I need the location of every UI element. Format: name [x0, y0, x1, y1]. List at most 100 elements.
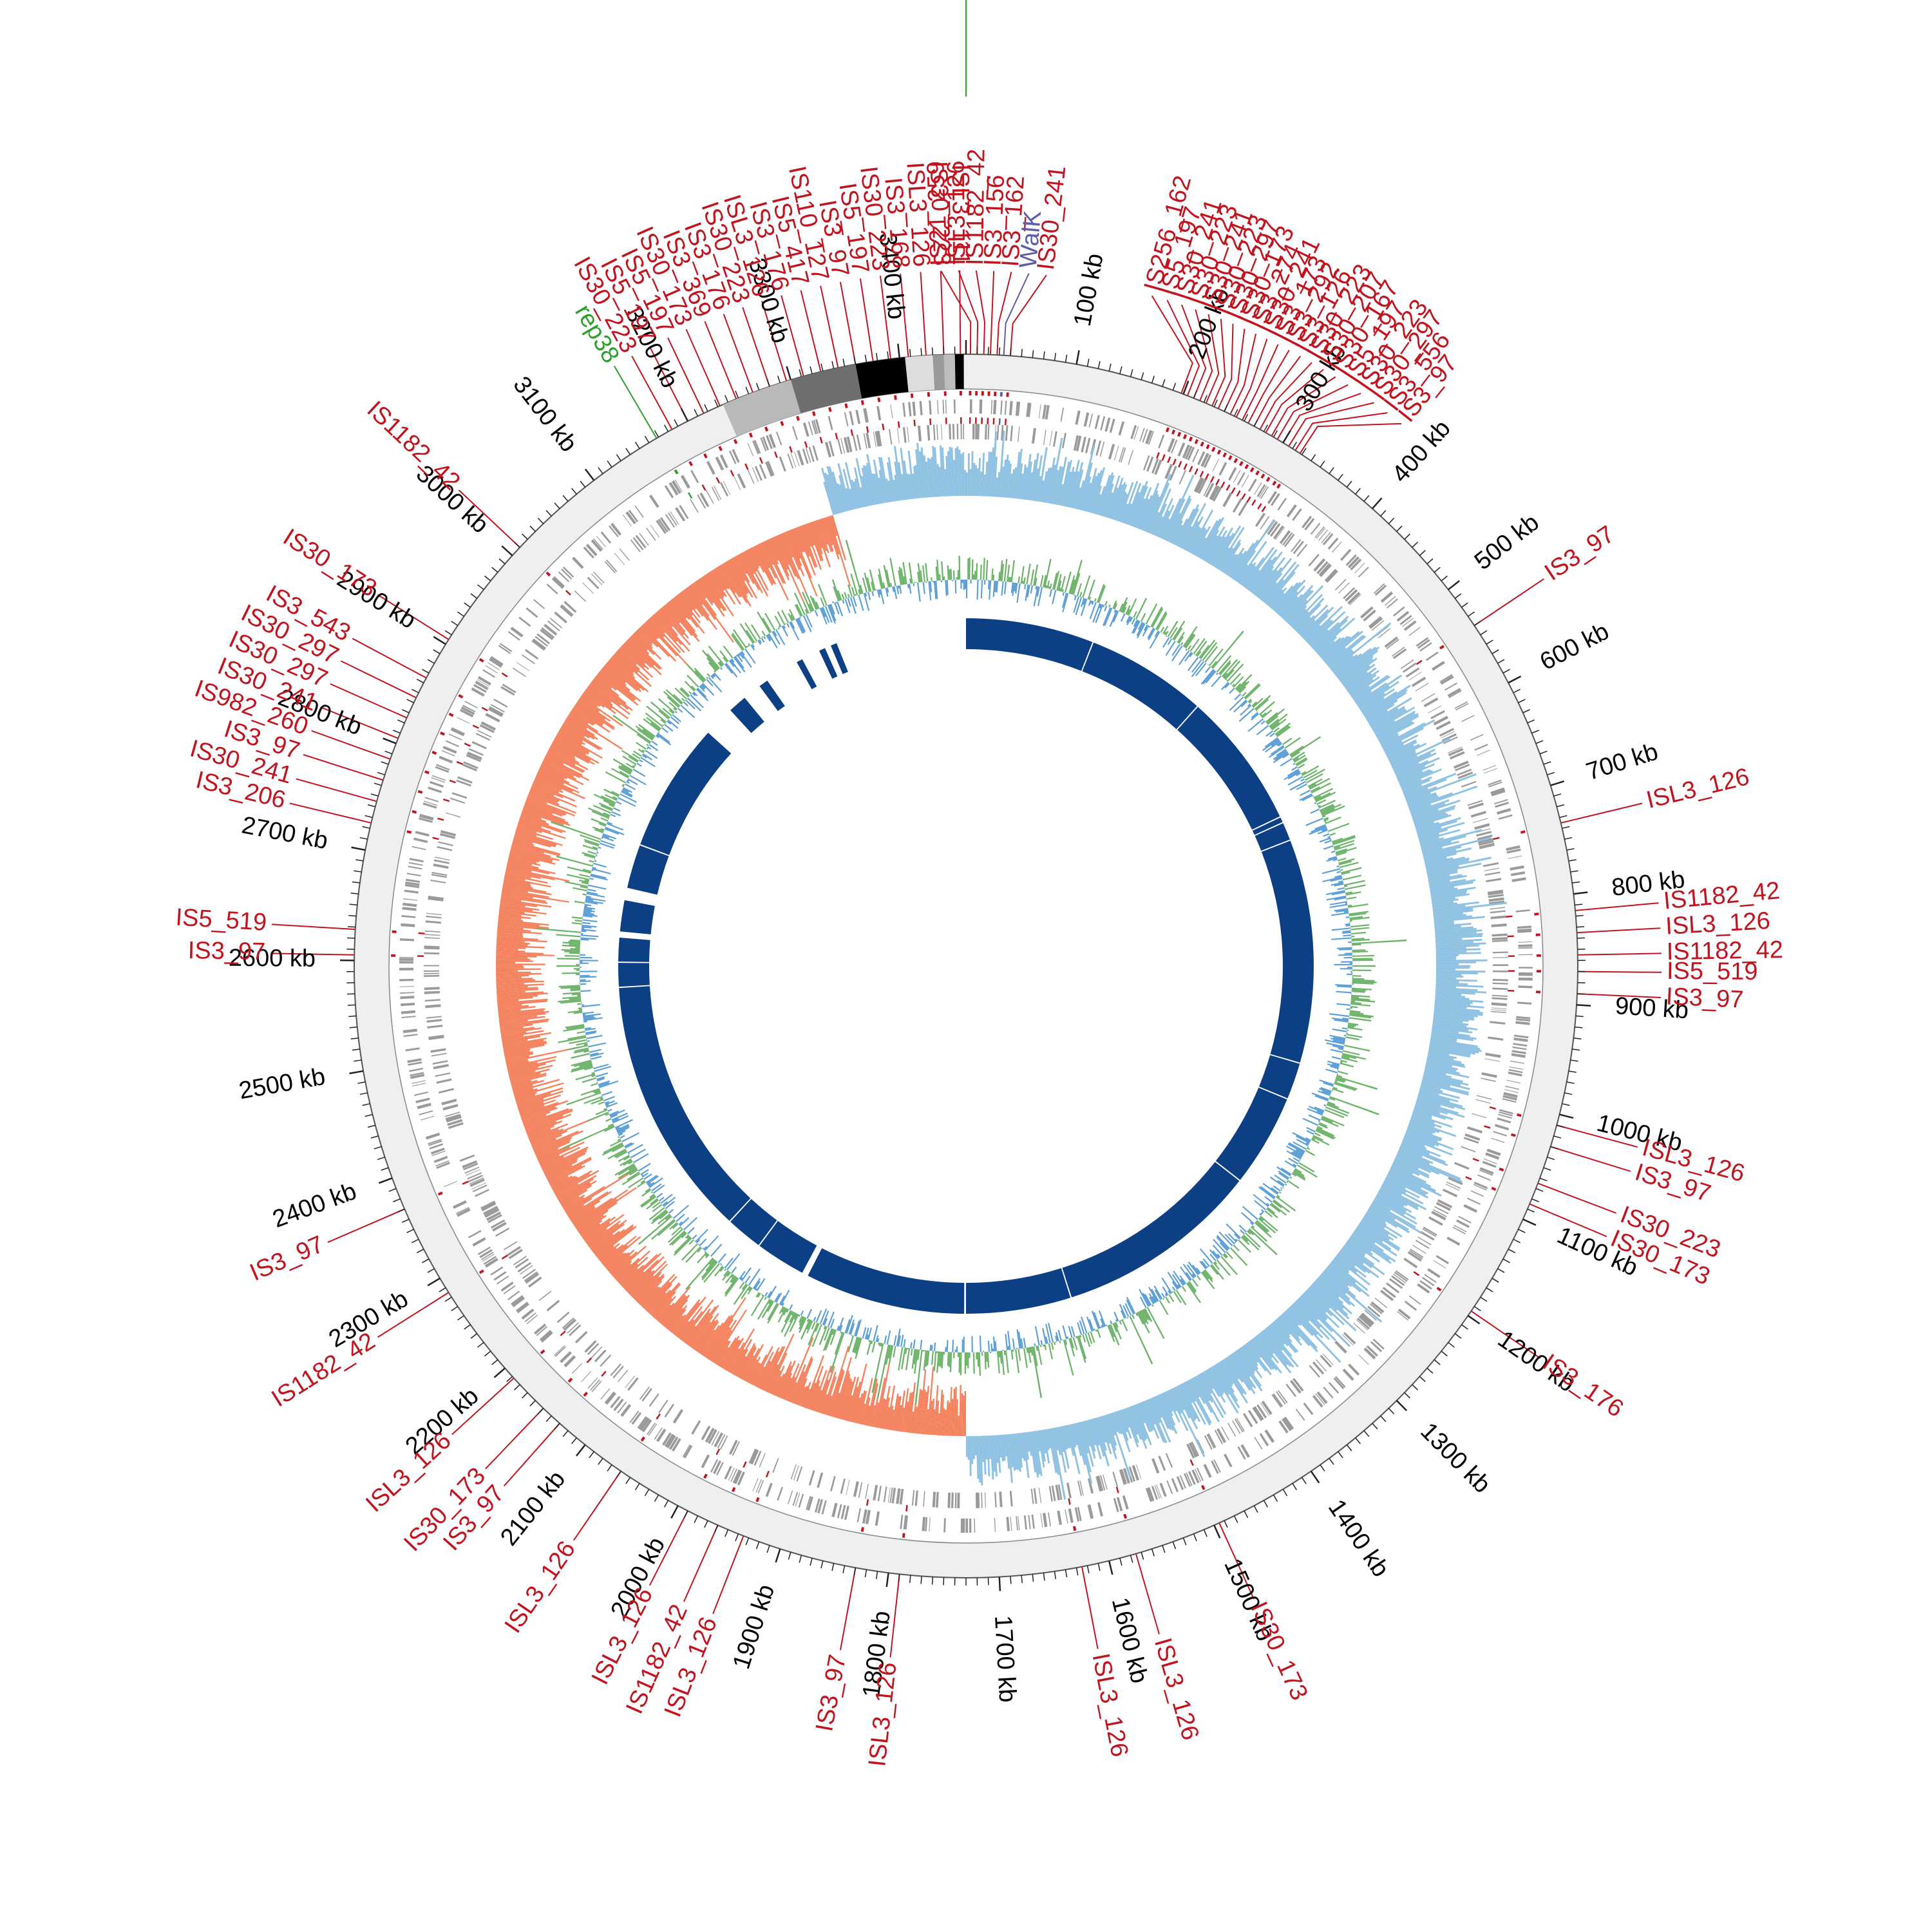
gc-content-low-bin: [1336, 871, 1341, 873]
is-element-inner-marker: [432, 837, 439, 840]
gc-skew-negative-bin: [629, 1270, 655, 1295]
gc-content-high-bin: [571, 916, 583, 920]
gene-feature: [428, 1140, 442, 1146]
gene-feature: [402, 1028, 417, 1034]
scale-tick: [422, 668, 430, 674]
gc-skew-negative-bin: [815, 520, 827, 551]
gc-content-high-bin: [1273, 1199, 1291, 1213]
gc-content-high-bin: [556, 965, 580, 967]
gc-skew-positive-bin: [971, 451, 974, 497]
is-element-marker: [987, 391, 990, 396]
gc-content-high-bin: [649, 1207, 665, 1220]
gene-feature: [877, 1486, 882, 1502]
gc-content-high-bin: [913, 1349, 917, 1365]
gc-content-low-bin: [614, 1119, 633, 1129]
gene-feature: [1417, 639, 1430, 649]
annotation-leader-line: [889, 1574, 900, 1658]
gc-skew-negative-bin: [659, 609, 691, 646]
gene-feature: [1468, 802, 1484, 810]
gc-skew-positive-bin: [1431, 1033, 1473, 1041]
gene-feature: [866, 432, 871, 449]
annotation-leader-line: [704, 321, 737, 399]
gene-feature: [1184, 446, 1193, 460]
gc-content-low-bin: [1337, 1069, 1339, 1071]
gene-feature: [401, 915, 416, 918]
scale-tick: [349, 1026, 357, 1028]
gene-feature: [1454, 761, 1469, 769]
gc-content-high-bin: [669, 1222, 678, 1230]
gc-content-high-bin: [1254, 1222, 1272, 1238]
gc-content-high-bin: [969, 557, 971, 580]
gene-feature: [802, 448, 809, 464]
gc-skew-negative-bin: [502, 1035, 541, 1044]
gc-content-low-bin: [640, 757, 656, 768]
gc-content-high-bin: [617, 1139, 621, 1142]
gc-content-high-bin: [1122, 607, 1127, 614]
gc-skew-positive-bin: [1414, 1106, 1454, 1121]
gene-feature: [1113, 445, 1119, 461]
scale-tick: [444, 630, 452, 636]
gene-feature: [507, 631, 520, 641]
gc-content-low-bin: [596, 1076, 605, 1081]
gc-skew-negative-bin: [518, 1094, 561, 1110]
gene-feature: [1028, 1515, 1031, 1530]
is-element-inner-marker: [1472, 1158, 1479, 1162]
gc-content-low-bin: [1212, 1250, 1220, 1259]
gc-skew-positive-bin: [1001, 1434, 1006, 1461]
gc-content-low-bin: [662, 1201, 668, 1206]
gene-feature: [431, 873, 447, 878]
gc-skew-positive-bin: [1182, 521, 1199, 550]
gc-skew-positive-bin: [1049, 1428, 1059, 1475]
gc-skew-negative-bin: [738, 1347, 757, 1379]
gc-skew-negative-bin: [521, 811, 542, 820]
is-element-marker: [1520, 830, 1526, 834]
gc-content-low-bin: [1258, 1186, 1275, 1200]
gc-skew-negative-bin: [691, 583, 734, 643]
gc-content-high-bin: [1351, 939, 1407, 945]
gc-skew-positive-bin: [1352, 1231, 1396, 1263]
gene-feature: [1477, 750, 1490, 756]
gc-skew-negative-bin: [609, 658, 649, 693]
gc-skew-positive-bin: [1087, 1419, 1096, 1446]
gene-feature: [1492, 940, 1508, 942]
gene-feature: [1100, 416, 1106, 431]
gc-skew-negative-bin: [878, 1398, 886, 1428]
gc-skew-positive-bin: [1262, 1329, 1294, 1368]
gc-skew-negative-bin: [663, 1294, 690, 1327]
gene-feature: [1366, 1345, 1378, 1357]
is-element-inner-marker: [1189, 1459, 1194, 1466]
gc-skew-negative-bin: [582, 693, 601, 707]
gc-content-high-bin: [628, 755, 638, 763]
gc-content-high-bin: [594, 793, 616, 805]
gene-feature: [1055, 1484, 1061, 1501]
gc-content-low-bin: [584, 905, 587, 907]
gc-skew-negative-bin: [533, 781, 560, 793]
gc-content-high-bin: [622, 784, 625, 786]
gene-feature: [1119, 1469, 1126, 1485]
gc-skew-negative-bin: [630, 1260, 667, 1296]
gc-content-high-bin: [1170, 627, 1178, 639]
scale-tick: [350, 1037, 359, 1040]
is-element-marker: [406, 830, 412, 834]
gene-feature: [837, 439, 842, 455]
gc-skew-positive-bin: [1367, 1210, 1387, 1224]
gc-skew-positive-bin: [964, 469, 966, 496]
gc-skew-positive-bin: [1393, 1160, 1430, 1179]
scale-tick: [381, 761, 389, 765]
is-element-marker: [688, 460, 693, 466]
gc-skew-positive-bin: [983, 474, 986, 497]
gc-skew-negative-bin: [669, 600, 696, 632]
gc-content-high-bin: [1005, 1350, 1009, 1373]
gc-skew-negative-bin: [620, 1268, 638, 1285]
gc-content-low-bin: [1142, 625, 1150, 637]
gc-content-high-bin: [665, 1215, 672, 1220]
gene-feature: [1171, 1478, 1179, 1492]
gc-content-high-bin: [1327, 1101, 1336, 1106]
gc-skew-positive-bin: [1426, 1061, 1458, 1070]
gc-content-low-bin: [1332, 858, 1338, 862]
gc-content-high-bin: [1350, 1006, 1358, 1009]
gc-skew-positive-bin: [1396, 757, 1440, 778]
gc-skew-positive-bin: [1428, 1050, 1450, 1056]
gene-feature: [1171, 439, 1178, 453]
